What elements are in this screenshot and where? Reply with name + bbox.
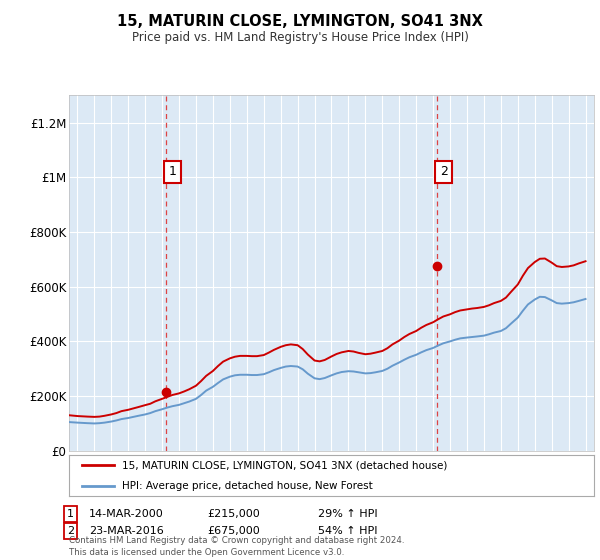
Text: £675,000: £675,000 bbox=[207, 526, 260, 536]
Text: 2: 2 bbox=[67, 526, 74, 536]
Text: Contains HM Land Registry data © Crown copyright and database right 2024.
This d: Contains HM Land Registry data © Crown c… bbox=[69, 536, 404, 557]
Text: 15, MATURIN CLOSE, LYMINGTON, SO41 3NX (detached house): 15, MATURIN CLOSE, LYMINGTON, SO41 3NX (… bbox=[121, 460, 447, 470]
Text: 15, MATURIN CLOSE, LYMINGTON, SO41 3NX: 15, MATURIN CLOSE, LYMINGTON, SO41 3NX bbox=[117, 14, 483, 29]
Text: 23-MAR-2016: 23-MAR-2016 bbox=[89, 526, 164, 536]
Text: 29% ↑ HPI: 29% ↑ HPI bbox=[318, 509, 377, 519]
Text: 1: 1 bbox=[67, 509, 74, 519]
Text: 14-MAR-2000: 14-MAR-2000 bbox=[89, 509, 164, 519]
Text: 2: 2 bbox=[440, 165, 448, 178]
Text: Price paid vs. HM Land Registry's House Price Index (HPI): Price paid vs. HM Land Registry's House … bbox=[131, 31, 469, 44]
Text: 54% ↑ HPI: 54% ↑ HPI bbox=[318, 526, 377, 536]
Text: £215,000: £215,000 bbox=[207, 509, 260, 519]
Text: HPI: Average price, detached house, New Forest: HPI: Average price, detached house, New … bbox=[121, 480, 372, 491]
Text: 1: 1 bbox=[169, 165, 176, 178]
